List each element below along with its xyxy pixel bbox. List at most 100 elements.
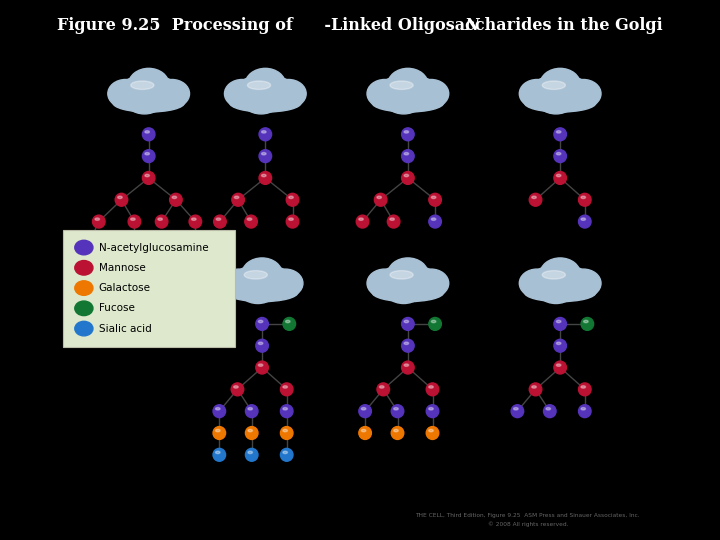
Text: Figure 9.25  Processing of         -Linked Oligosaccharides in the Golgi: Figure 9.25 Processing of -Linked Oligos… bbox=[57, 17, 663, 33]
Ellipse shape bbox=[529, 193, 542, 206]
Ellipse shape bbox=[429, 318, 441, 330]
Ellipse shape bbox=[557, 320, 561, 323]
Ellipse shape bbox=[402, 172, 414, 184]
Ellipse shape bbox=[92, 215, 105, 228]
Ellipse shape bbox=[394, 429, 398, 432]
Ellipse shape bbox=[428, 386, 433, 388]
Ellipse shape bbox=[245, 215, 257, 228]
Ellipse shape bbox=[402, 128, 414, 141]
Ellipse shape bbox=[248, 451, 253, 454]
Circle shape bbox=[143, 77, 178, 105]
Ellipse shape bbox=[429, 193, 441, 206]
Ellipse shape bbox=[258, 320, 263, 323]
Ellipse shape bbox=[213, 405, 225, 417]
Ellipse shape bbox=[283, 318, 296, 330]
Ellipse shape bbox=[554, 128, 567, 141]
Ellipse shape bbox=[214, 215, 226, 228]
Ellipse shape bbox=[145, 174, 150, 177]
Ellipse shape bbox=[117, 196, 122, 199]
Ellipse shape bbox=[554, 339, 567, 352]
Ellipse shape bbox=[226, 283, 298, 302]
Ellipse shape bbox=[359, 405, 372, 417]
Circle shape bbox=[540, 69, 580, 101]
Ellipse shape bbox=[402, 361, 414, 374]
Ellipse shape bbox=[578, 405, 591, 417]
Ellipse shape bbox=[554, 318, 567, 330]
Ellipse shape bbox=[189, 237, 202, 250]
Ellipse shape bbox=[248, 408, 253, 410]
Ellipse shape bbox=[248, 81, 271, 90]
Ellipse shape bbox=[215, 429, 220, 432]
Ellipse shape bbox=[113, 93, 184, 112]
Ellipse shape bbox=[377, 196, 382, 199]
Ellipse shape bbox=[115, 193, 127, 206]
Ellipse shape bbox=[172, 196, 176, 199]
Text: N: N bbox=[240, 17, 480, 33]
Circle shape bbox=[75, 260, 93, 275]
Ellipse shape bbox=[557, 174, 561, 177]
Ellipse shape bbox=[189, 215, 202, 228]
Ellipse shape bbox=[192, 240, 196, 242]
Ellipse shape bbox=[130, 218, 135, 220]
Circle shape bbox=[233, 267, 269, 295]
Ellipse shape bbox=[128, 237, 140, 250]
Ellipse shape bbox=[232, 193, 244, 206]
Ellipse shape bbox=[130, 240, 135, 242]
Circle shape bbox=[75, 281, 93, 295]
Ellipse shape bbox=[192, 218, 196, 220]
Circle shape bbox=[402, 77, 437, 105]
Ellipse shape bbox=[431, 218, 436, 220]
Ellipse shape bbox=[394, 408, 398, 410]
Ellipse shape bbox=[578, 215, 591, 228]
Ellipse shape bbox=[256, 318, 269, 330]
Ellipse shape bbox=[259, 128, 271, 141]
Circle shape bbox=[128, 69, 169, 101]
Ellipse shape bbox=[95, 218, 99, 220]
Circle shape bbox=[535, 270, 577, 303]
Ellipse shape bbox=[428, 429, 433, 432]
Circle shape bbox=[221, 269, 256, 298]
Ellipse shape bbox=[131, 81, 154, 90]
Ellipse shape bbox=[356, 215, 369, 228]
Circle shape bbox=[108, 79, 143, 108]
Ellipse shape bbox=[546, 408, 551, 410]
Circle shape bbox=[387, 69, 428, 101]
Text: Sialic acid: Sialic acid bbox=[99, 323, 151, 334]
Ellipse shape bbox=[578, 193, 591, 206]
Ellipse shape bbox=[246, 405, 258, 417]
Ellipse shape bbox=[544, 405, 556, 417]
Ellipse shape bbox=[280, 383, 293, 396]
Circle shape bbox=[519, 269, 554, 298]
Ellipse shape bbox=[244, 271, 267, 279]
Ellipse shape bbox=[246, 427, 258, 440]
Ellipse shape bbox=[158, 218, 163, 220]
Ellipse shape bbox=[404, 131, 409, 133]
Ellipse shape bbox=[426, 427, 438, 440]
Ellipse shape bbox=[145, 131, 150, 133]
Text: N-acetylglucosamine: N-acetylglucosamine bbox=[99, 242, 208, 253]
Circle shape bbox=[382, 80, 425, 114]
Ellipse shape bbox=[532, 196, 536, 199]
Ellipse shape bbox=[256, 361, 269, 374]
Ellipse shape bbox=[390, 271, 413, 279]
Circle shape bbox=[382, 270, 425, 303]
Circle shape bbox=[225, 79, 260, 108]
Ellipse shape bbox=[261, 174, 266, 177]
Ellipse shape bbox=[258, 342, 263, 345]
Circle shape bbox=[242, 258, 282, 291]
Ellipse shape bbox=[387, 215, 400, 228]
Ellipse shape bbox=[542, 81, 565, 90]
Circle shape bbox=[75, 240, 93, 255]
Ellipse shape bbox=[372, 93, 444, 112]
Ellipse shape bbox=[280, 405, 293, 417]
Ellipse shape bbox=[372, 283, 444, 302]
Ellipse shape bbox=[287, 193, 299, 206]
Ellipse shape bbox=[287, 215, 299, 228]
Ellipse shape bbox=[513, 408, 518, 410]
Ellipse shape bbox=[578, 383, 591, 396]
Ellipse shape bbox=[374, 193, 387, 206]
Ellipse shape bbox=[259, 172, 271, 184]
Ellipse shape bbox=[529, 383, 542, 396]
Circle shape bbox=[402, 267, 437, 295]
Ellipse shape bbox=[404, 152, 409, 155]
